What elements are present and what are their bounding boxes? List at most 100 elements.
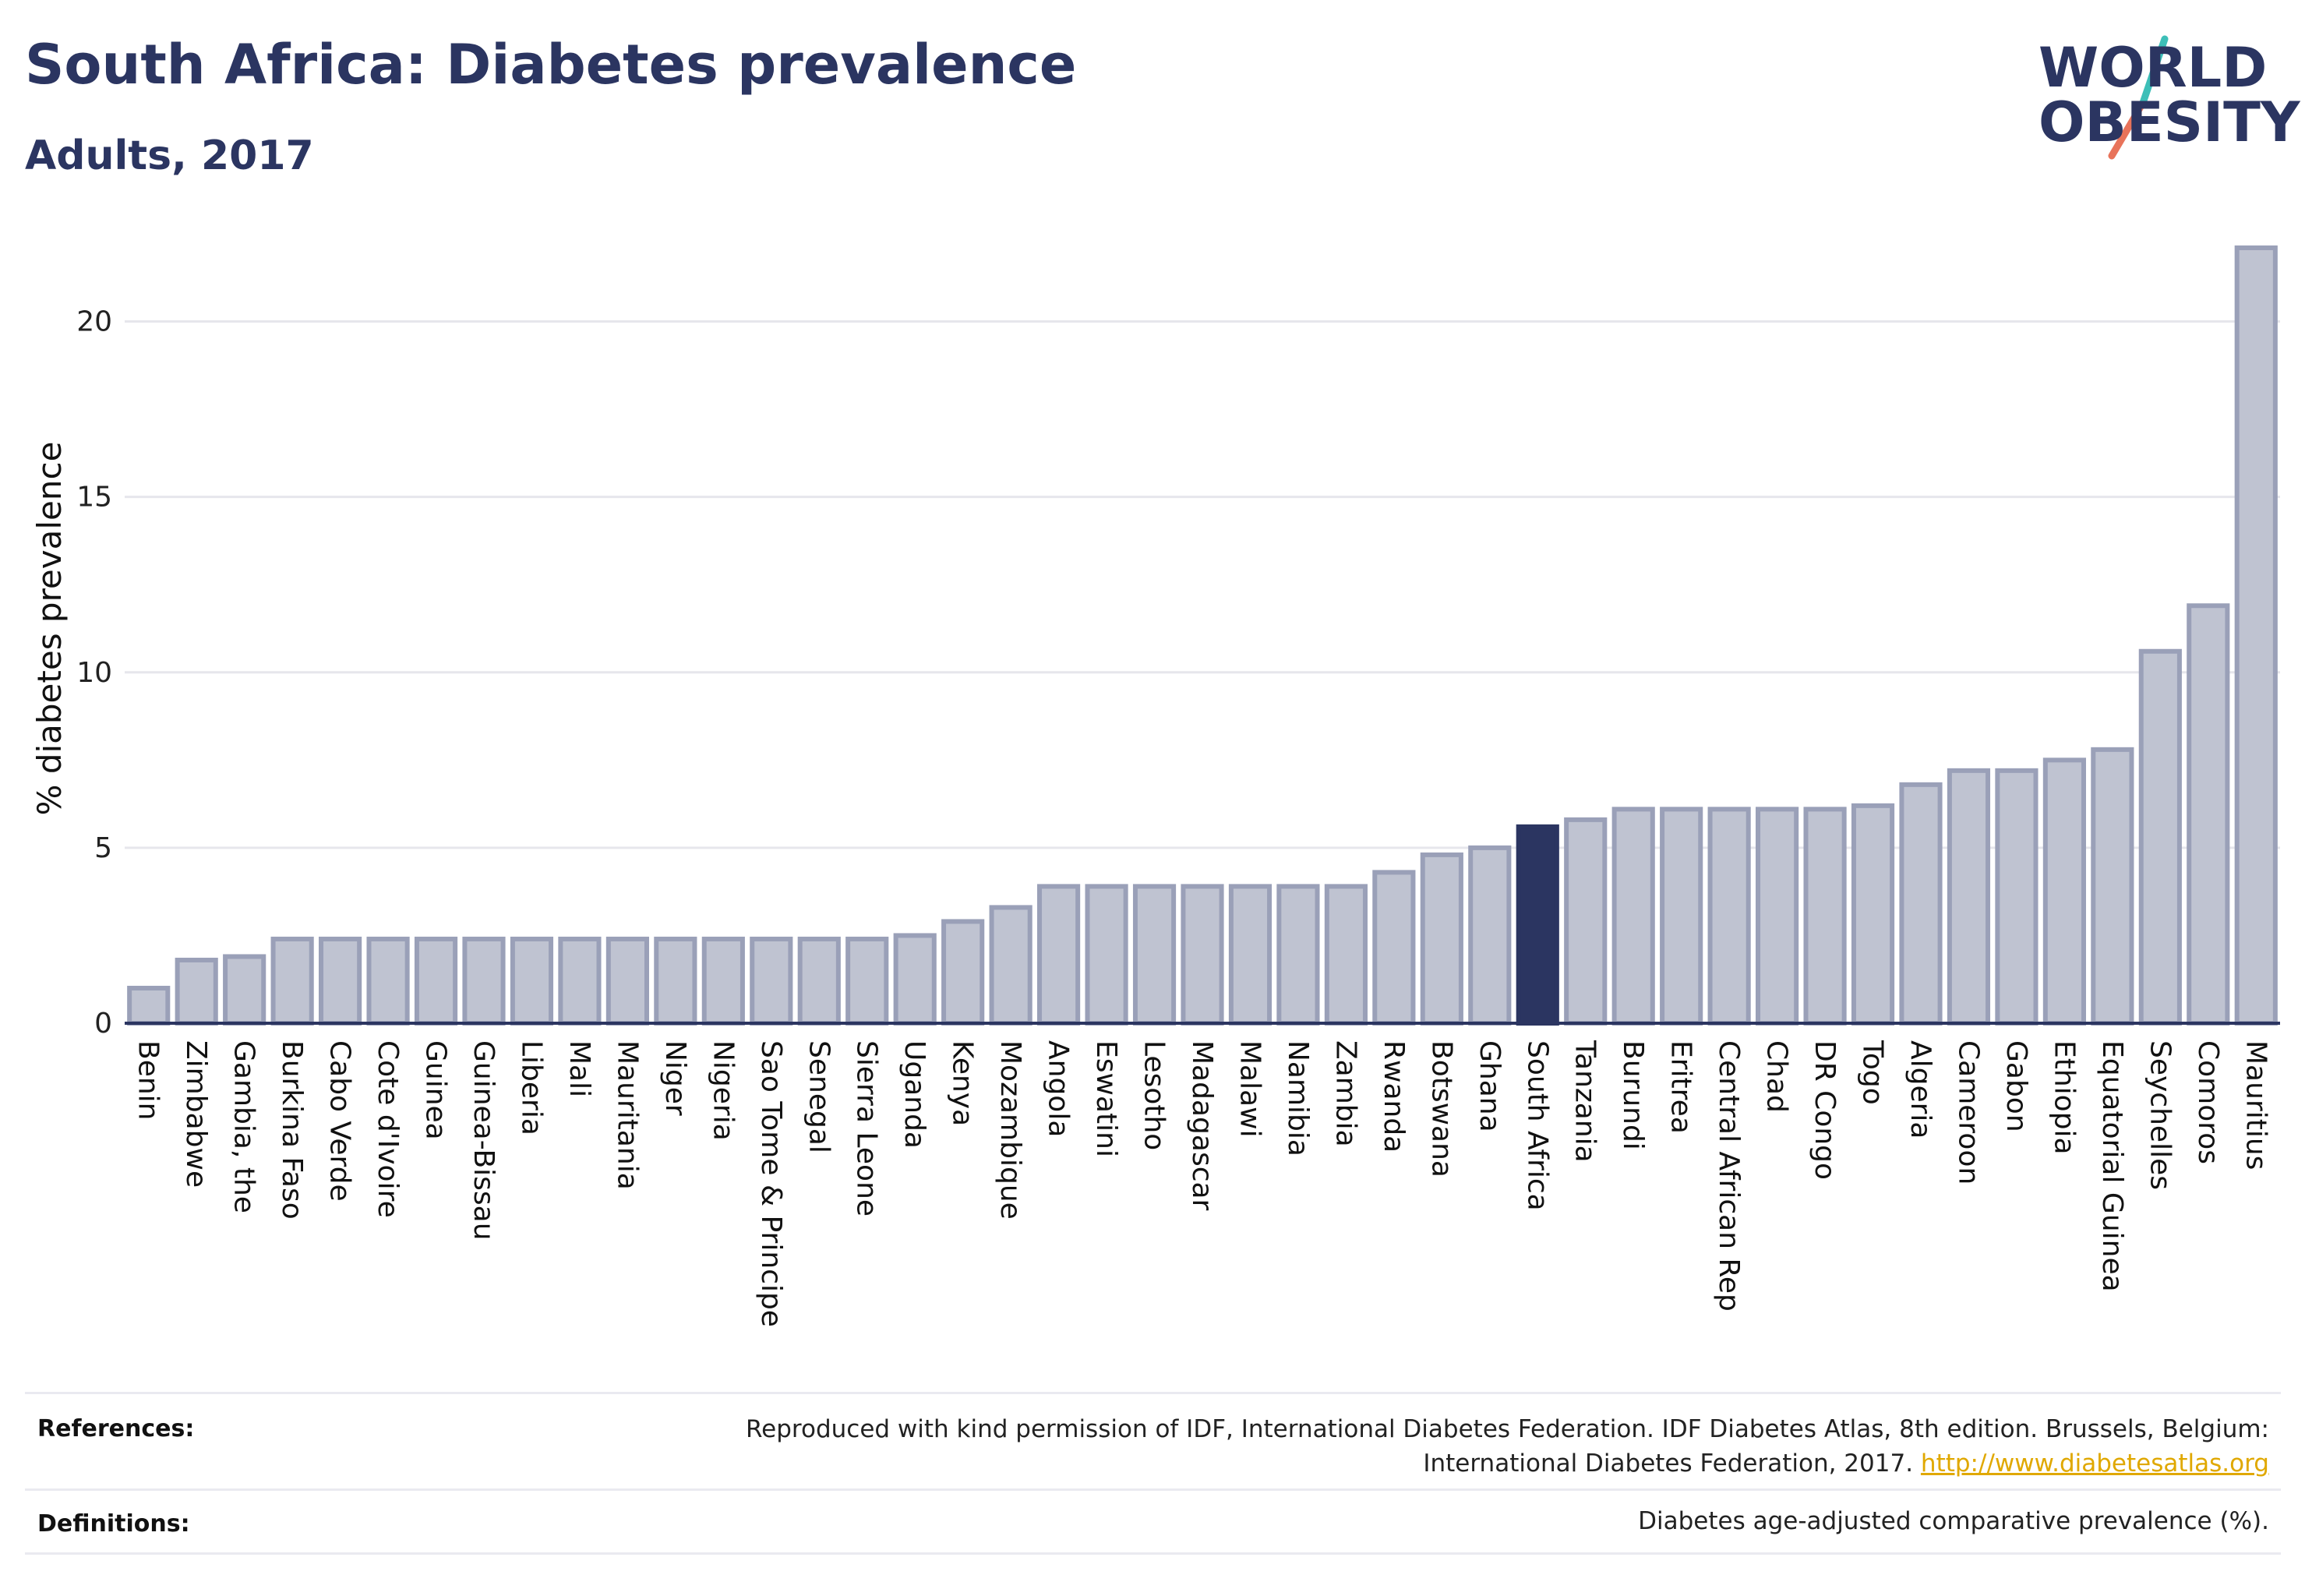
bar-lesotho <box>1132 884 1177 1026</box>
bar-mauritania <box>605 936 649 1026</box>
bar-south-africa <box>1516 824 1559 1026</box>
x-tick-label: South Africa <box>1521 1040 1553 1211</box>
x-tick-label: Mauritania <box>611 1040 643 1190</box>
x-tick-label: Cameroon <box>1952 1040 1984 1185</box>
x-tick-label: Benin <box>132 1040 164 1120</box>
bar-eritrea <box>1660 807 1703 1026</box>
x-tick-label: Lesotho <box>1138 1040 1170 1150</box>
x-tick-label: Rwanda <box>1378 1040 1410 1153</box>
footer-divider-top <box>25 1392 2281 1394</box>
bar-equatorial-guinea <box>2091 747 2134 1026</box>
bar-liberia <box>510 936 554 1026</box>
y-tick-label: 20 <box>76 306 112 338</box>
x-tick-label: Cabo Verde <box>324 1040 356 1202</box>
x-tick-label: Mozambique <box>994 1040 1026 1220</box>
bar-niger <box>654 936 697 1026</box>
x-tick-label: Angola <box>1043 1040 1075 1137</box>
definitions-label: Definitions: <box>37 1510 190 1538</box>
x-tick-label: Uganda <box>898 1040 930 1149</box>
x-tick-label: Chad <box>1761 1040 1793 1113</box>
bar-mozambique <box>989 905 1032 1026</box>
x-tick-label: Cote d'Ivoire <box>372 1040 404 1218</box>
bar-uganda <box>893 933 937 1026</box>
logo-line1: WORLD <box>2038 36 2268 100</box>
definitions-text: Diabetes age-adjusted comparative preval… <box>1638 1507 2269 1535</box>
x-tick-label: Zambia <box>1329 1040 1361 1147</box>
bar-senegal <box>797 936 841 1026</box>
bar-zimbabwe <box>175 957 218 1026</box>
bar-mauritius <box>2234 245 2278 1026</box>
x-tick-label: DR Congo <box>1809 1040 1841 1180</box>
x-tick-label: Senegal <box>803 1040 835 1153</box>
x-tick-label: Nigeria <box>707 1040 739 1141</box>
bar-benin <box>127 985 171 1026</box>
x-tick-label: Mauritius <box>2240 1040 2271 1170</box>
references-line1: Reproduced with kind permission of IDF, … <box>746 1415 2269 1443</box>
x-tick-label: Central African Rep <box>1713 1040 1745 1312</box>
y-axis-label: % diabetes prevalence <box>30 442 69 816</box>
bar-tanzania <box>1564 817 1608 1026</box>
bar-algeria <box>1899 782 1943 1026</box>
bar-cote-d-ivoire <box>366 936 410 1026</box>
chart-subtitle: Adults, 2017 <box>25 132 314 179</box>
x-tick-label: Burundi <box>1617 1040 1649 1150</box>
bar-ghana <box>1468 845 1512 1026</box>
x-tick-label: Kenya <box>947 1040 979 1126</box>
bar-malawi <box>1228 884 1273 1026</box>
bar-cameroon <box>1947 768 1991 1026</box>
y-tick-label: 0 <box>94 1008 112 1040</box>
references-text: Reproduced with kind permission of IDF, … <box>746 1412 2269 1481</box>
bar-sao-tome-principe <box>750 936 793 1026</box>
references-line2: International Diabetes Federation, 2017. <box>1423 1449 1914 1478</box>
x-tick-label: Gabon <box>2000 1040 2032 1132</box>
bar-chart: 0 5 10 15 20 % diabetes prevalence Benin Zimbab… <box>30 245 2280 1327</box>
x-tick-label: Madagascar <box>1186 1040 1218 1211</box>
x-tick-label: Mali <box>563 1040 595 1097</box>
bar-sierra-leone <box>845 936 889 1026</box>
x-tick-label: Sierra Leone <box>851 1040 883 1216</box>
x-tick-label: Zimbabwe <box>180 1040 212 1188</box>
chart-title: South Africa: Diabetes prevalence <box>25 33 1077 97</box>
bar-gabon <box>1995 768 2038 1026</box>
bar-burundi <box>1611 807 1655 1026</box>
x-tick-label: Sao Tome & Principe <box>755 1040 787 1327</box>
bar-cabo-verde <box>319 936 362 1026</box>
x-tick-label: Botswana <box>1425 1040 1457 1178</box>
bar-chad <box>1756 807 1799 1026</box>
bar-gambia-the <box>223 954 267 1026</box>
x-tick-label: Tanzania <box>1569 1040 1601 1163</box>
x-tick-label: Burkina Faso <box>276 1040 308 1220</box>
x-tick-label: Togo <box>1857 1040 1889 1105</box>
bar-nigeria <box>701 936 745 1026</box>
x-tick-label: Niger <box>659 1040 691 1116</box>
logo-slash-icon <box>2108 35 2169 160</box>
logo-line2: OBESITY <box>2038 90 2300 154</box>
bar-guinea-bissau <box>462 936 506 1026</box>
bar-seychelles <box>2138 648 2182 1026</box>
references-link[interactable]: http://www.diabetesatlas.org <box>1920 1449 2269 1478</box>
x-tick-label: Ghana <box>1474 1040 1505 1132</box>
bar-namibia <box>1276 884 1320 1026</box>
bar-mali <box>558 936 602 1026</box>
x-tick-label: Namibia <box>1282 1040 1314 1156</box>
bar-rwanda <box>1372 870 1416 1026</box>
x-tick-label: Malawi <box>1234 1040 1265 1138</box>
bar-eswatini <box>1085 884 1128 1026</box>
x-tick-label: Algeria <box>1904 1040 1936 1139</box>
x-tick-label: Eritrea <box>1665 1040 1697 1134</box>
bar-madagascar <box>1181 884 1224 1026</box>
bar-burkina-faso <box>270 936 314 1026</box>
x-tick-label: Equatorial Guinea <box>2096 1040 2128 1292</box>
x-tick-label: Liberia <box>515 1040 547 1135</box>
x-tick-label: Comoros <box>2192 1040 2224 1164</box>
x-tick-label: Gambia, the <box>228 1040 260 1213</box>
bar-kenya <box>941 919 985 1026</box>
bar-guinea <box>414 936 458 1026</box>
bar-zambia <box>1324 884 1368 1026</box>
x-tick-label: Seychelles <box>2144 1040 2176 1190</box>
y-tick-label: 10 <box>76 657 112 689</box>
x-tick-label: Eswatini <box>1090 1040 1122 1157</box>
bar-ethiopia <box>2042 757 2086 1026</box>
footer-divider-bottom <box>25 1552 2281 1555</box>
y-tick-label: 5 <box>94 832 112 864</box>
